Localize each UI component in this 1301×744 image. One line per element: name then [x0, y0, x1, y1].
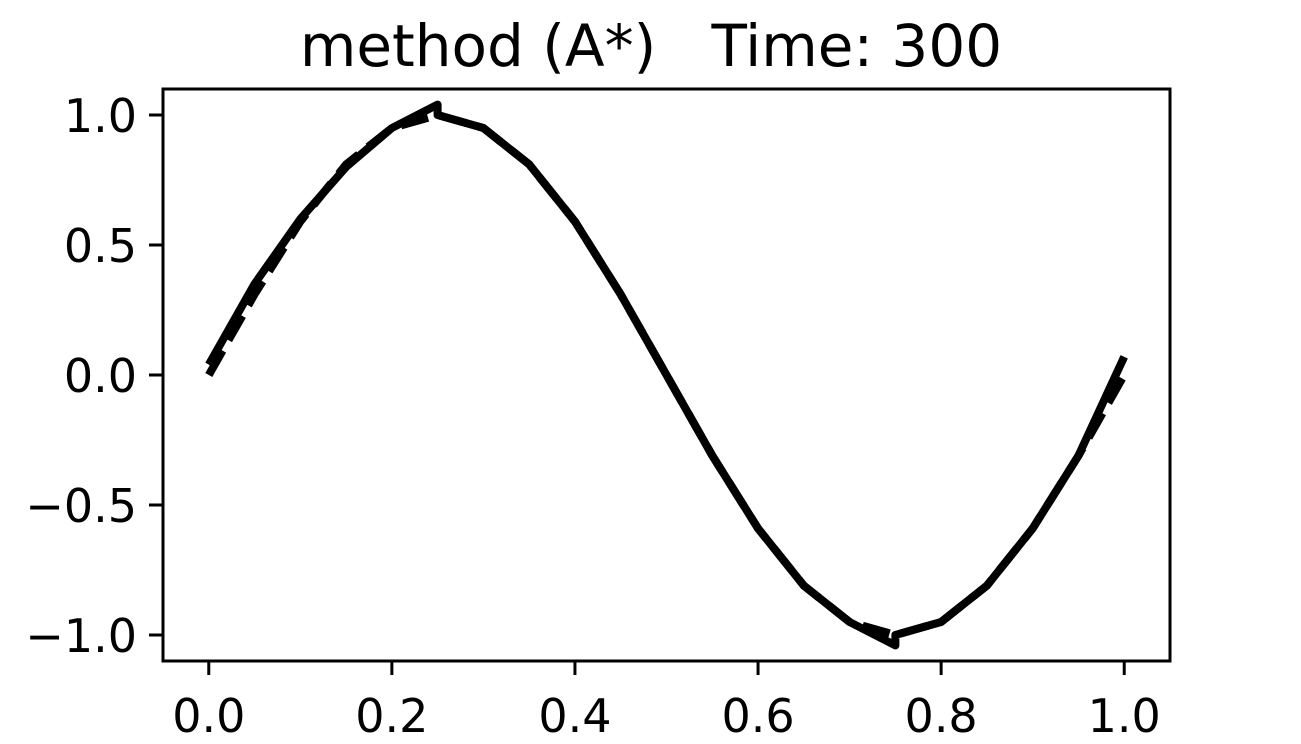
- x-axis: 0.0 0.2 0.4 0.6 0.8 1.0: [172, 661, 1161, 743]
- chart-title: method (A*) Time: 300: [300, 12, 1002, 80]
- x-tick-label: 0.8: [905, 689, 978, 743]
- x-tick-label: 0.0: [172, 689, 245, 743]
- y-tick-label: −0.5: [25, 479, 137, 533]
- series-layer: [205, 100, 1128, 650]
- y-tick-label: 0.5: [64, 219, 137, 273]
- y-tick-label: −1.0: [25, 609, 137, 663]
- x-tick-label: 1.0: [1088, 689, 1161, 743]
- series-dashed-line: [205, 111, 1128, 639]
- x-tick-label: 0.2: [355, 689, 428, 743]
- series-solid-line: [205, 100, 1128, 650]
- x-tick-label: 0.4: [538, 689, 611, 743]
- y-tick-label: 1.0: [64, 89, 137, 143]
- y-axis: 1.0 0.5 0.0 −0.5 −1.0: [25, 89, 163, 663]
- x-tick-label: 0.6: [721, 689, 794, 743]
- y-tick-label: 0.0: [64, 349, 137, 403]
